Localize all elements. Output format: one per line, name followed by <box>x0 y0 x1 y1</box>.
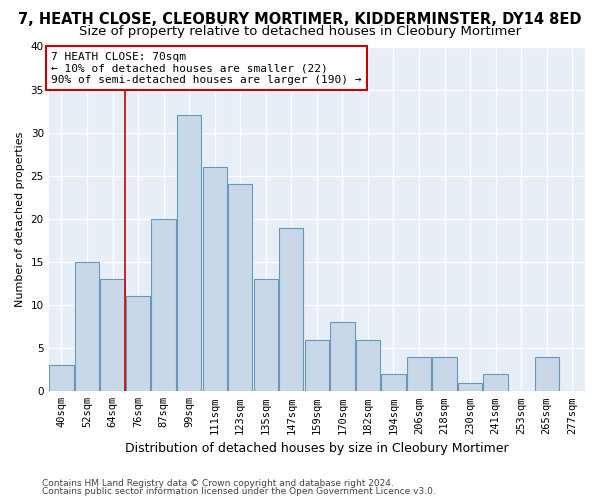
Bar <box>151 219 176 392</box>
Y-axis label: Number of detached properties: Number of detached properties <box>15 131 25 306</box>
Bar <box>484 374 508 392</box>
Bar <box>203 167 227 392</box>
Bar <box>75 262 99 392</box>
Bar <box>305 340 329 392</box>
Bar <box>228 184 253 392</box>
X-axis label: Distribution of detached houses by size in Cleobury Mortimer: Distribution of detached houses by size … <box>125 442 509 455</box>
Bar <box>279 228 304 392</box>
Text: Contains public sector information licensed under the Open Government Licence v3: Contains public sector information licen… <box>42 487 436 496</box>
Bar <box>407 357 431 392</box>
Bar <box>356 340 380 392</box>
Bar <box>458 382 482 392</box>
Bar <box>100 279 125 392</box>
Text: 7 HEATH CLOSE: 70sqm
← 10% of detached houses are smaller (22)
90% of semi-detac: 7 HEATH CLOSE: 70sqm ← 10% of detached h… <box>52 52 362 85</box>
Bar <box>382 374 406 392</box>
Bar <box>49 366 74 392</box>
Bar <box>254 279 278 392</box>
Bar <box>330 322 355 392</box>
Bar <box>535 357 559 392</box>
Text: Size of property relative to detached houses in Cleobury Mortimer: Size of property relative to detached ho… <box>79 25 521 38</box>
Bar <box>177 116 201 392</box>
Text: Contains HM Land Registry data © Crown copyright and database right 2024.: Contains HM Land Registry data © Crown c… <box>42 478 394 488</box>
Bar <box>126 296 150 392</box>
Text: 7, HEATH CLOSE, CLEOBURY MORTIMER, KIDDERMINSTER, DY14 8ED: 7, HEATH CLOSE, CLEOBURY MORTIMER, KIDDE… <box>18 12 582 28</box>
Bar <box>433 357 457 392</box>
